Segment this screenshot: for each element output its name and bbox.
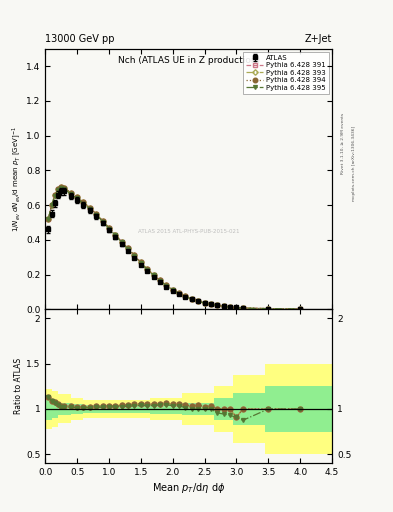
Text: ATLAS 2015 ATL-PHYS-PUB-2015-021: ATLAS 2015 ATL-PHYS-PUB-2015-021 xyxy=(138,229,239,233)
Text: mcplots.cern.ch [arXiv:1306.3436]: mcplots.cern.ch [arXiv:1306.3436] xyxy=(352,126,356,201)
Y-axis label: Ratio to ATLAS: Ratio to ATLAS xyxy=(14,358,23,414)
Legend: ATLAS, Pythia 6.428 391, Pythia 6.428 393, Pythia 6.428 394, Pythia 6.428 395: ATLAS, Pythia 6.428 391, Pythia 6.428 39… xyxy=(243,52,329,94)
Text: Nch (ATLAS UE in Z production): Nch (ATLAS UE in Z production) xyxy=(118,56,260,66)
Text: 13000 GeV pp: 13000 GeV pp xyxy=(45,33,115,44)
X-axis label: Mean $p_{T}$/d$\eta$ d$\phi$: Mean $p_{T}$/d$\eta$ d$\phi$ xyxy=(152,481,225,496)
Text: Rivet 3.1.10, ≥ 2.9M events: Rivet 3.1.10, ≥ 2.9M events xyxy=(341,113,345,174)
Y-axis label: $1/N_{ev}$ $dN_{ev}$/d mean $p_T$ [GeV]$^{-1}$: $1/N_{ev}$ $dN_{ev}$/d mean $p_T$ [GeV]$… xyxy=(10,126,23,232)
Text: Z+Jet: Z+Jet xyxy=(305,33,332,44)
